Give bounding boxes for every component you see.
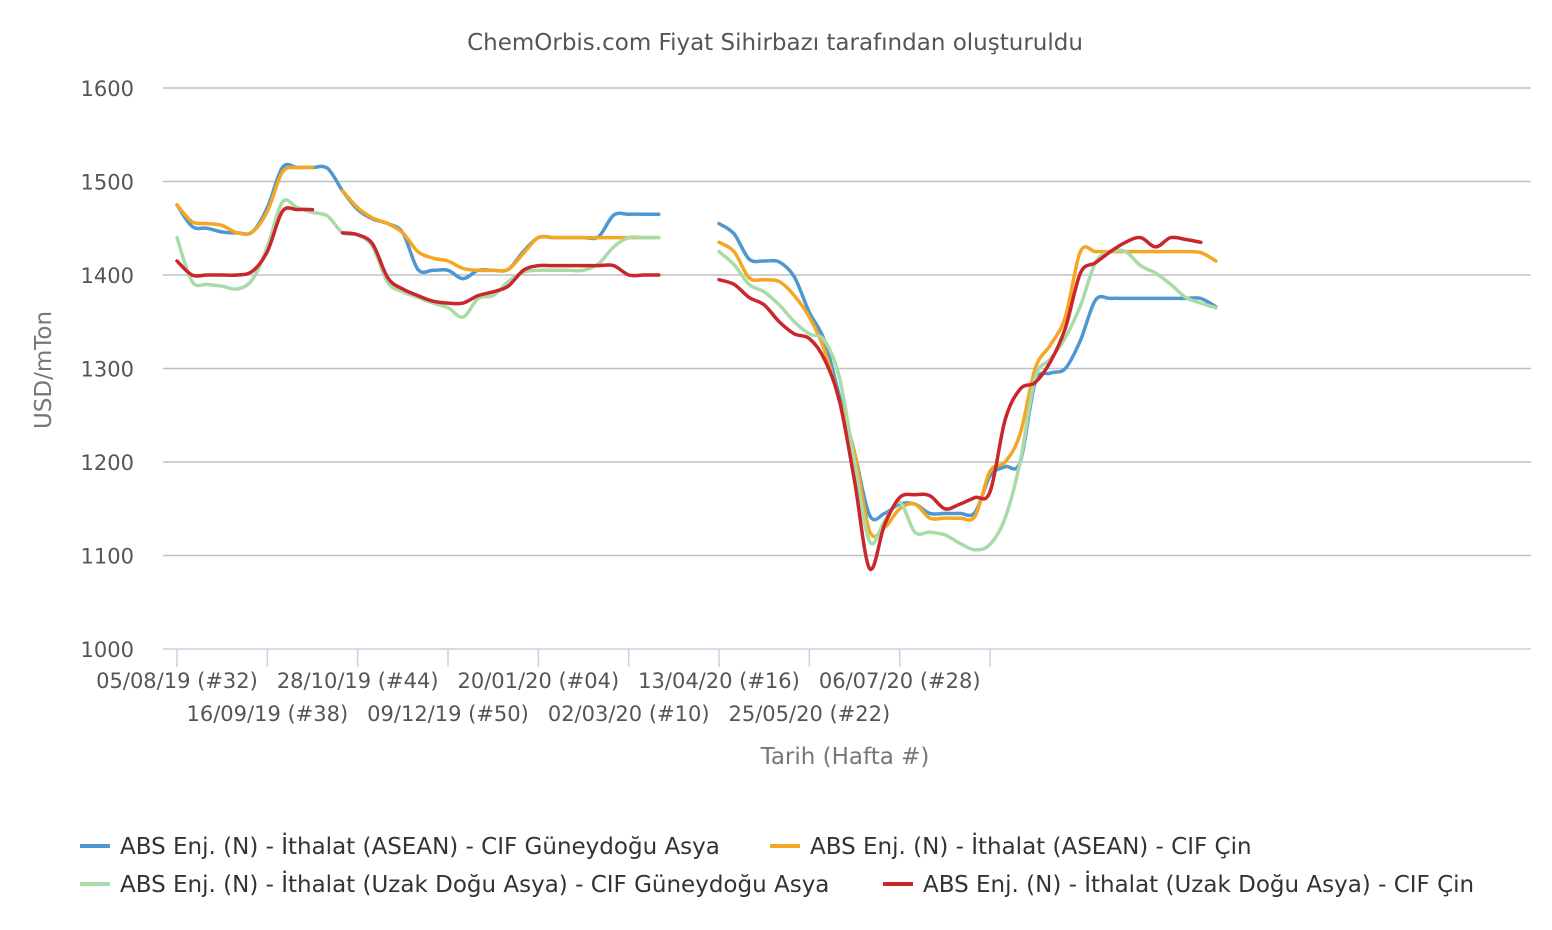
y-tick-label: 1300: [81, 358, 134, 382]
x-axis-ticks: 05/08/19 (#32) 16/09/19 (#38) 28/10/19 (#4…: [96, 649, 991, 726]
y-tick-label: 1600: [81, 77, 134, 101]
legend-label: ABS Enj. (N) - İthalat (Uzak Doğu Asya) …: [923, 870, 1474, 898]
legend-label: ABS Enj. (N) - İthalat (ASEAN) - CIF Çin: [810, 832, 1252, 860]
y-tick-label: 1000: [81, 638, 134, 662]
y-axis-title: USD/mTon: [31, 311, 57, 429]
gridlines: [163, 87, 1531, 557]
series-1-line: [717, 221, 1218, 522]
y-tick-label: 1400: [81, 264, 134, 288]
series-2-line: [175, 165, 315, 236]
series-lines: [175, 162, 1218, 572]
chart-title: ChemOrbis.com Fiyat Sihirbazı tarafından…: [467, 30, 1083, 56]
series-4-line: [175, 206, 315, 278]
x-tick-label: 13/04/20 (#16): [638, 669, 800, 693]
y-tick-label: 1200: [81, 451, 134, 475]
legend: ABS Enj. (N) - İthalat (ASEAN) - CIF Gün…: [80, 832, 1474, 898]
y-tick-label: 1500: [81, 171, 134, 195]
x-tick-label: 09/12/19 (#50): [367, 702, 529, 726]
x-tick-label: 02/03/20 (#10): [548, 702, 710, 726]
series-2-line: [717, 240, 1218, 539]
x-axis-title: Tarih (Hafta #): [760, 744, 930, 770]
y-axis-ticks: 1000 1100 1200 1300 1400 1500 1600: [81, 77, 134, 662]
x-tick-label: 16/09/19 (#38): [186, 702, 348, 726]
series-4-line: [340, 231, 661, 306]
x-tick-label: 05/08/19 (#32): [96, 669, 258, 693]
x-tick-label: 28/10/19 (#44): [277, 669, 439, 693]
legend-label: ABS Enj. (N) - İthalat (ASEAN) - CIF Gün…: [120, 832, 720, 860]
x-tick-label: 25/05/20 (#22): [729, 702, 891, 726]
series-2-line: [340, 189, 661, 273]
series-3-line: [175, 198, 661, 319]
series-4-line: [717, 235, 1203, 572]
x-tick-label: 06/07/20 (#28): [819, 669, 981, 693]
series-3-line: [717, 248, 1218, 552]
legend-label: ABS Enj. (N) - İthalat (Uzak Doğu Asya) …: [120, 870, 829, 898]
y-tick-label: 1100: [81, 545, 134, 569]
x-tick-label: 20/01/20 (#04): [457, 669, 619, 693]
